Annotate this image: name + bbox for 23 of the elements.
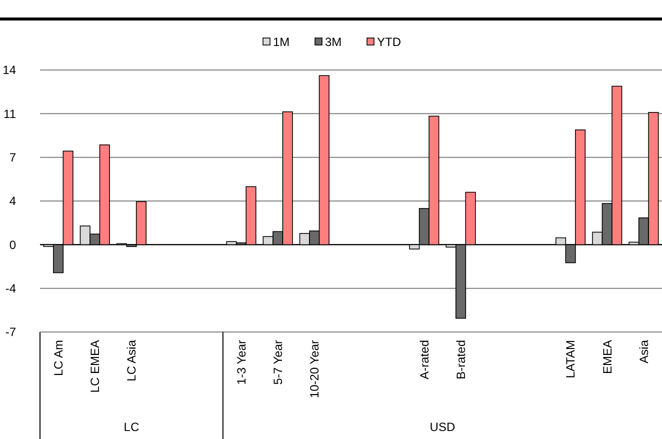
x-tick-label: 1-3 Year <box>234 340 248 385</box>
y-tick-label: 14 <box>2 63 16 78</box>
x-tick-label: LC Am <box>51 340 66 376</box>
x-tick-label: A-rated <box>417 340 432 380</box>
text: LC <box>124 420 140 434</box>
x-tick-label: 10-20 Year <box>308 340 322 398</box>
x-tick-label: B-rated <box>454 340 468 380</box>
y-tick-label: 11 <box>4 106 16 121</box>
y-tick-label: 7 <box>9 150 16 165</box>
y-tick-label: 0 <box>9 238 16 252</box>
text: USD <box>430 420 456 434</box>
legend-label: 3M <box>325 35 342 50</box>
x-tick-label: LC EMEA <box>88 340 102 393</box>
x-tick-label: LC Asia <box>124 340 139 382</box>
x-tick-label: LATAM <box>564 340 578 378</box>
x-tick-label: 5-7 Year <box>271 340 286 385</box>
legend-label: YTD <box>377 35 402 50</box>
x-tick-label: EMEA <box>600 340 614 374</box>
y-tick-label: 4 <box>9 194 16 208</box>
y-tick-label: -4 <box>5 282 16 296</box>
y-tick-label: -7 <box>5 325 16 340</box>
legend-label: 1M <box>273 35 290 50</box>
x-tick-label: Asia <box>636 340 651 364</box>
